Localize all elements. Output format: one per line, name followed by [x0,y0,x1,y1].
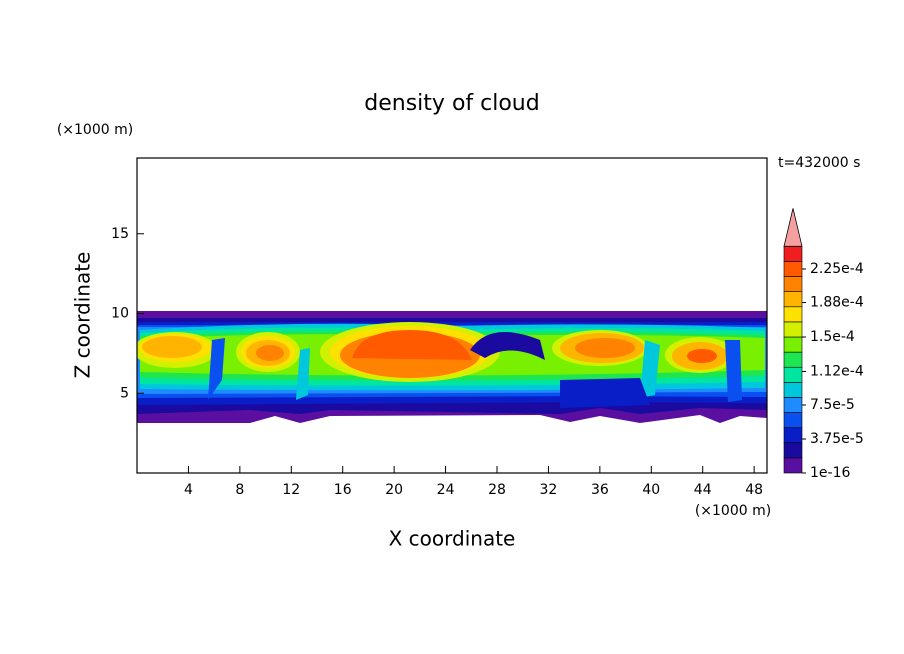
colorbar-box [783,351,803,368]
colorbar-box [783,457,803,474]
colorbar-tick-label: 1.12e-4 [810,363,864,379]
x-axis-label: X coordinate [389,527,516,551]
x-tick-label: 16 [334,482,352,498]
colorbar-box [783,397,803,413]
y-tick-label: 10 [111,306,129,322]
colorbar-box [783,382,803,398]
colorbar-box [783,442,803,459]
contour-field [137,311,767,423]
colorbar-box [783,427,803,444]
colorbar-tick-label: 1.88e-4 [810,295,864,311]
x-tick-label: 40 [642,482,660,498]
colorbar-tick-label: 1e-16 [810,465,850,481]
colorbar-tick-label: 2.25e-4 [810,261,864,277]
x-tick-label: 36 [591,482,609,498]
x-tick-label: 4 [184,482,193,498]
chart-title: density of cloud [364,91,539,116]
colorbar-box [783,321,803,338]
colorbar-tick-label: 3.75e-5 [810,431,864,447]
colorbar-box [783,291,803,308]
x-tick-label: 28 [488,482,506,498]
x-tick-label: 32 [540,482,558,498]
colorbar-box [783,366,803,383]
colorbar-tick-label: 1.5e-4 [810,329,855,345]
colorbar-box [783,412,803,428]
x-tick-label: 12 [282,482,300,498]
plot-frame [136,157,768,474]
colorbar-box [783,306,803,323]
y-axis-label: Z coordinate [71,252,95,379]
colorbar-box [783,246,803,262]
colorbar-box [783,261,803,277]
y-unit: (×1000 m) [57,122,133,138]
colorbar-tick-label: 7.5e-5 [810,397,855,413]
x-tick-label: 8 [235,482,244,498]
x-tick-label: 48 [745,482,763,498]
x-unit: (×1000 m) [695,503,771,519]
x-tick-label: 20 [385,482,403,498]
colorbar-extend [783,208,803,247]
colorbar-box [783,276,803,292]
y-tick-label: 15 [111,226,129,242]
time-annotation: t=432000 s [778,155,860,171]
colorbar-box [783,336,803,353]
x-tick-label: 44 [694,482,712,498]
y-tick-label: 5 [120,385,129,401]
x-tick-label: 24 [437,482,455,498]
